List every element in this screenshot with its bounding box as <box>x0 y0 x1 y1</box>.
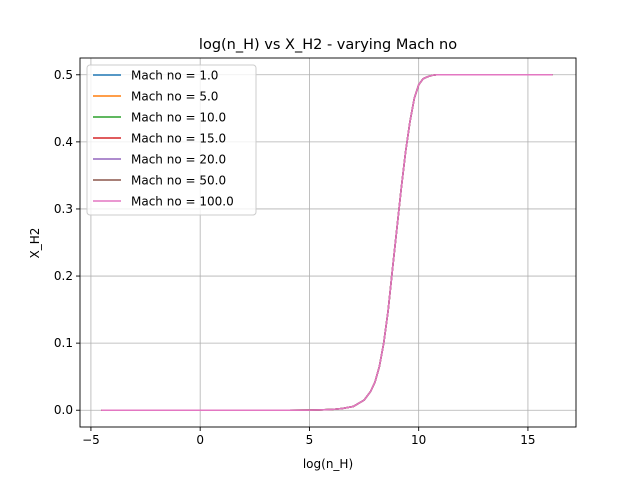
x-tick-label: 5 <box>306 433 314 447</box>
legend-label: Mach no = 1.0 <box>131 69 218 83</box>
legend-label: Mach no = 5.0 <box>131 90 218 104</box>
legend: Mach no = 1.0 Mach no = 5.0 Mach no = 10.0… <box>86 64 257 216</box>
y-tick-label: 0.1 <box>54 336 73 350</box>
x-tick-label: 15 <box>520 433 535 447</box>
series-lines <box>101 74 553 411</box>
legend-label: Mach no = 20.0 <box>131 153 226 167</box>
y-tick-label: 0.2 <box>54 269 73 283</box>
legend-label: Mach no = 100.0 <box>131 195 234 209</box>
legend-label: Mach no = 15.0 <box>131 132 226 146</box>
x-tick-label: 0 <box>196 433 204 447</box>
y-tick-label: 0.0 <box>54 403 73 417</box>
axis-ticks: −5 0 5 10 15 0.0 0.1 0.2 0.3 0.4 0.5 <box>54 68 536 447</box>
y-axis-label: X_H2 <box>28 228 42 259</box>
y-tick-label: 0.5 <box>54 68 73 82</box>
legend-label: Mach no = 50.0 <box>131 174 226 188</box>
y-tick-label: 0.3 <box>54 202 73 216</box>
legend-entries: Mach no = 1.0 Mach no = 5.0 Mach no = 10.0… <box>93 69 234 209</box>
chart-title: log(n_H) vs X_H2 - varying Mach no <box>199 37 457 53</box>
series-line-7 <box>101 74 553 411</box>
x-axis-label: log(n_H) <box>303 457 353 471</box>
y-tick-label: 0.4 <box>54 135 73 149</box>
legend-label: Mach no = 10.0 <box>131 111 226 125</box>
x-tick-label: −5 <box>82 433 100 447</box>
x-tick-label: 10 <box>411 433 426 447</box>
legend-box <box>86 64 257 216</box>
plot-frame <box>79 57 577 428</box>
